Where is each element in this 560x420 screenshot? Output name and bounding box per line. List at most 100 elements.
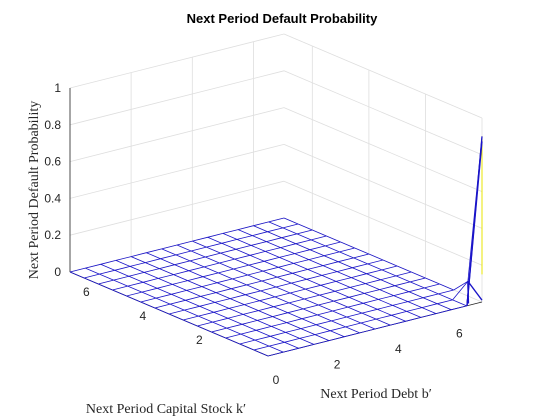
mesh-line xyxy=(331,316,347,322)
mesh-line xyxy=(351,277,366,284)
y-tick-label: 2 xyxy=(196,333,203,347)
mesh-line xyxy=(268,345,284,353)
mesh-line xyxy=(313,340,330,345)
mesh-line xyxy=(333,296,350,302)
mesh-line xyxy=(285,332,300,339)
mesh-line xyxy=(262,270,278,278)
mesh-line xyxy=(211,327,227,333)
mesh-line xyxy=(290,288,306,294)
mesh-line xyxy=(347,302,364,308)
mesh-line xyxy=(173,274,188,281)
mesh-line xyxy=(265,251,280,258)
mesh-line xyxy=(269,341,285,347)
mesh-line xyxy=(245,294,260,302)
mesh-line xyxy=(329,336,345,341)
mesh-line xyxy=(407,297,424,302)
mesh-line xyxy=(346,316,362,324)
mesh-line xyxy=(253,345,270,351)
mesh-line xyxy=(257,320,272,327)
mesh-line xyxy=(239,343,255,351)
mesh-line xyxy=(366,269,382,275)
mesh-line xyxy=(352,267,367,275)
mesh-line xyxy=(185,296,201,301)
mesh-line xyxy=(317,314,332,322)
mesh-line xyxy=(157,284,173,289)
mesh-line xyxy=(248,264,264,272)
mesh-line xyxy=(308,255,325,260)
mesh-line xyxy=(231,288,246,296)
mesh-line xyxy=(271,322,287,327)
mesh-line xyxy=(338,261,353,269)
mesh-line xyxy=(395,271,412,277)
mesh-line xyxy=(156,287,172,295)
mesh-line xyxy=(233,264,249,270)
mesh-line xyxy=(304,298,319,306)
mesh-line xyxy=(114,266,131,271)
mesh-line xyxy=(261,280,277,288)
mesh-line xyxy=(364,289,380,294)
mesh-line xyxy=(260,286,277,292)
spike-edge xyxy=(467,280,483,301)
mesh-line xyxy=(212,321,227,329)
mesh-line xyxy=(348,293,365,298)
mesh-line xyxy=(203,266,219,274)
mesh-line xyxy=(393,291,410,296)
mesh-line xyxy=(421,307,437,314)
mesh-line xyxy=(309,245,326,251)
mesh-line xyxy=(115,260,131,267)
mesh-line xyxy=(247,274,263,282)
mesh-line xyxy=(213,311,229,319)
mesh-line xyxy=(171,293,186,301)
mesh-line xyxy=(241,323,257,331)
mesh-line xyxy=(229,298,245,305)
mesh-line xyxy=(140,297,157,303)
mesh-line xyxy=(249,254,265,262)
mesh-line xyxy=(279,253,295,258)
mesh-line xyxy=(220,248,236,254)
mesh-line xyxy=(277,272,293,278)
mesh-line xyxy=(408,287,425,293)
mesh-line xyxy=(340,241,355,249)
mesh-line xyxy=(284,338,300,343)
mesh-line xyxy=(142,278,159,283)
mesh-line xyxy=(159,264,175,269)
mesh-line xyxy=(281,237,297,245)
mesh-line xyxy=(273,302,290,308)
mesh-line xyxy=(232,274,248,280)
mesh-line xyxy=(406,307,423,312)
y-axis-label: Next Period Capital Stock k′ xyxy=(86,402,246,417)
mesh-line xyxy=(127,281,144,287)
mesh-line xyxy=(242,314,258,321)
mesh-line xyxy=(344,332,360,338)
mesh-line xyxy=(114,269,130,277)
mesh-line xyxy=(453,280,469,291)
mesh-line xyxy=(272,312,288,317)
mesh-line xyxy=(339,251,354,259)
mesh-line xyxy=(237,229,253,236)
mesh-line xyxy=(408,291,424,299)
mesh-line xyxy=(296,233,312,241)
mesh-line xyxy=(265,247,281,252)
mesh-line xyxy=(186,290,201,297)
mesh-line xyxy=(212,317,228,323)
mesh-line xyxy=(323,255,339,263)
mesh-line xyxy=(360,318,377,324)
mesh-line xyxy=(333,300,349,308)
mesh-line xyxy=(270,335,285,343)
mesh-line xyxy=(259,296,275,302)
mesh-line xyxy=(255,329,271,337)
mesh-line xyxy=(206,242,222,248)
mesh-line xyxy=(234,254,251,260)
mesh-line xyxy=(128,275,144,283)
mesh-line xyxy=(367,259,384,265)
mesh-line xyxy=(379,289,394,296)
mesh-line xyxy=(191,246,207,252)
mesh-line xyxy=(361,312,377,320)
mesh-line xyxy=(347,306,363,314)
mesh-line xyxy=(286,322,302,329)
mesh-line xyxy=(332,310,347,318)
mesh-line xyxy=(85,263,101,269)
mesh-line xyxy=(113,279,128,287)
mesh-line xyxy=(189,260,205,268)
grid-line xyxy=(283,144,483,229)
